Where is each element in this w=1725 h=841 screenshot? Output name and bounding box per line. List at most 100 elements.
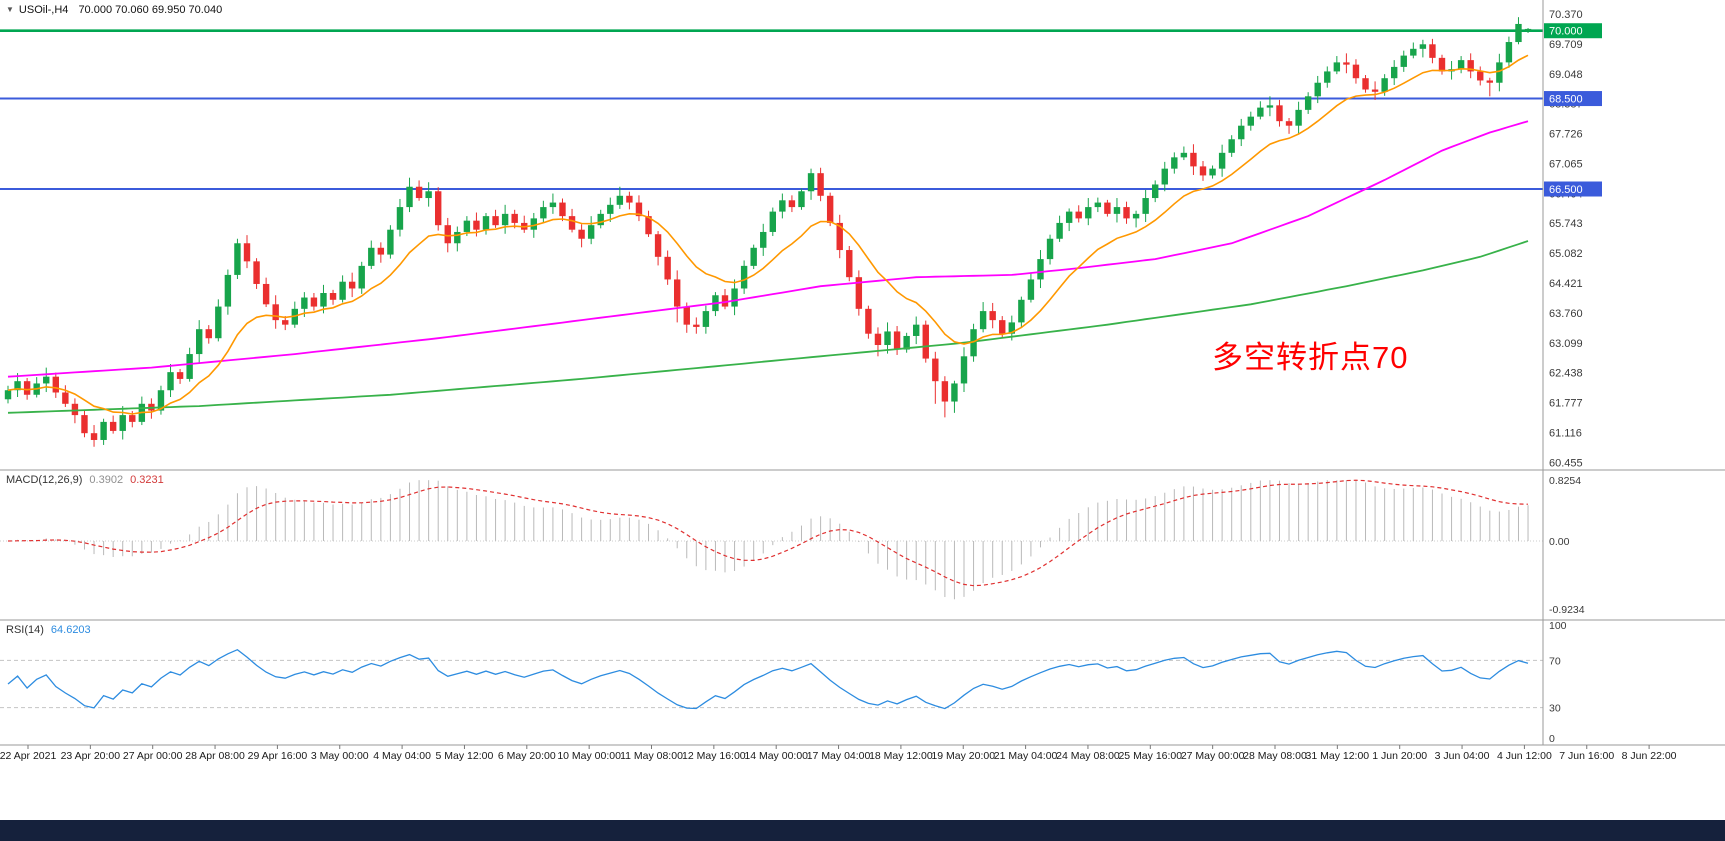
time-axis-label: 4 May 04:00	[373, 750, 431, 762]
candle-body	[893, 331, 901, 350]
candle-body	[1314, 82, 1321, 97]
candle-body	[1104, 202, 1111, 214]
time-axis-label: 29 Apr 16:00	[248, 750, 308, 762]
price-axis-label: 61.116	[1549, 427, 1582, 439]
taskbar	[0, 820, 1725, 841]
candle-body	[635, 202, 643, 217]
time-axis-label: 21 May 04:00	[994, 750, 1058, 762]
candle-body	[4, 390, 12, 400]
candle-body	[1056, 222, 1063, 239]
time-axis-label: 3 May 00:00	[311, 750, 369, 762]
candle-body	[788, 200, 796, 208]
candle-body	[1276, 105, 1283, 122]
time-axis-label: 18 May 12:00	[869, 750, 933, 762]
candle-body	[435, 191, 442, 226]
candle-body	[482, 216, 490, 230]
candle-body	[1438, 57, 1446, 72]
time-axis-label: 17 May 04:00	[807, 750, 871, 762]
candle-body	[23, 381, 31, 395]
candle-body	[1247, 116, 1254, 126]
main-price-panel[interactable]	[0, 17, 1543, 447]
candle-body	[387, 229, 394, 255]
candle-body	[626, 195, 633, 203]
candle-body	[798, 191, 805, 208]
candle-body	[81, 415, 88, 434]
price-axis-label: 69.709	[1549, 39, 1583, 51]
candle-body	[941, 381, 949, 402]
macd-name: MACD(12,26,9)	[6, 474, 83, 486]
candle-body	[1257, 107, 1264, 117]
time-axis-label: 8 Jun 22:00	[1622, 750, 1677, 762]
annotation-text: 多空转折点70	[1212, 340, 1409, 375]
macd-indicator-label: MACD(12,26,9) 0.3902 0.3231	[6, 474, 164, 486]
candle-body	[339, 281, 346, 300]
candle-body	[272, 304, 279, 321]
candle-body	[645, 216, 652, 235]
rsi-indicator-label: RSI(14) 64.6203	[6, 624, 91, 636]
candle-body	[1190, 152, 1197, 167]
candle-body	[1085, 207, 1092, 219]
candle-body	[817, 173, 824, 196]
candle-body	[1362, 78, 1369, 90]
candle-body	[1171, 157, 1178, 169]
candle-body	[836, 222, 843, 251]
price-axis-label: 63.099	[1549, 338, 1583, 350]
candle-body	[1037, 259, 1044, 280]
price-axis-label: 60.455	[1549, 457, 1583, 469]
candle-body	[406, 186, 413, 208]
candle-body	[1381, 78, 1388, 92]
price-badge	[1544, 91, 1602, 107]
candle-body	[167, 372, 174, 391]
candle-body	[607, 204, 614, 214]
candle-body	[932, 358, 939, 382]
time-axis-label: 5 May 12:00	[436, 750, 494, 762]
candle-body	[578, 229, 585, 239]
candle-body	[979, 311, 987, 330]
candle-body	[377, 247, 385, 255]
candle-body	[109, 421, 117, 431]
candle-body	[396, 207, 404, 230]
candle-body	[1343, 62, 1350, 65]
candle-body	[1209, 168, 1216, 176]
candle-body	[348, 281, 356, 289]
candle-body	[243, 243, 251, 262]
candle-body	[71, 403, 79, 416]
candle-body	[444, 225, 451, 244]
candle-body	[90, 433, 98, 440]
macd-scale-label: -0.9234	[1549, 604, 1585, 616]
candle-body	[463, 220, 471, 232]
candle-body	[807, 173, 815, 192]
ma-fast-line	[7, 54, 1529, 415]
candle-body	[1218, 152, 1226, 169]
candle-body	[960, 356, 968, 384]
candle-body	[683, 306, 690, 325]
candle-body	[970, 329, 977, 357]
candle-body	[1429, 44, 1436, 58]
candle-body	[1266, 105, 1274, 108]
candle-body	[415, 186, 423, 199]
candle-body	[530, 218, 537, 230]
candle-body	[740, 265, 748, 289]
candle-body	[205, 329, 212, 339]
price-axis-label: 67.065	[1549, 158, 1583, 170]
price-axis-label: 64.421	[1549, 278, 1583, 290]
price-badge	[1544, 181, 1602, 197]
time-axis-label: 14 May 00:00	[744, 750, 808, 762]
macd-main-value: 0.3902	[89, 474, 124, 486]
candle-body	[549, 202, 557, 208]
price-badge-label: 68.500	[1549, 94, 1583, 106]
candle-body	[473, 220, 480, 230]
candle-body	[14, 381, 21, 391]
candle-body	[100, 421, 107, 440]
price-axis-label: 62.438	[1549, 368, 1583, 380]
ma-slow-line	[7, 240, 1529, 414]
symbol-dropdown-icon[interactable]: ▼	[6, 5, 14, 14]
time-axis-label: 12 May 16:00	[682, 750, 746, 762]
candle-body	[1123, 207, 1130, 219]
time-axis-label: 23 Apr 20:00	[61, 750, 121, 762]
candle-body	[1486, 80, 1493, 83]
candle-body	[779, 200, 786, 212]
candle-body	[501, 213, 509, 226]
